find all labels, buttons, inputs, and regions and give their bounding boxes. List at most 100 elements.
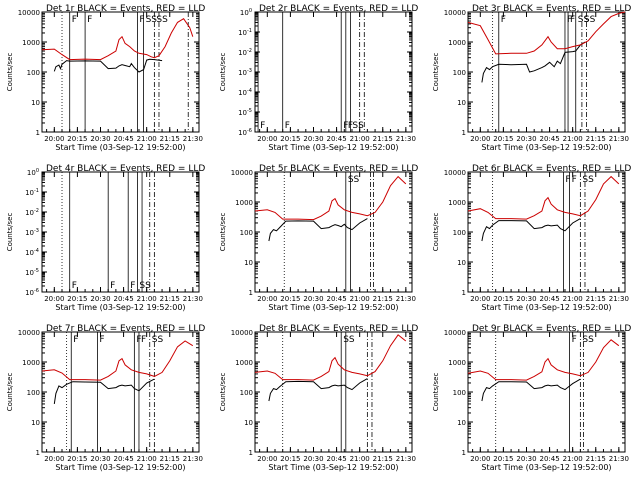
y-tick-label: 10000 [444,9,466,17]
flag-label: F [572,175,577,185]
y-tick-label: 10000 [444,169,466,177]
series-line-events [481,378,581,402]
flag-label: F [260,121,265,131]
x-axis-label: Start Time (03-Sep-12 19:52:00) [268,303,398,312]
x-tick-label: 21:00 [563,455,583,463]
x-axis-label: Start Time (03-Sep-12 19:52:00) [55,463,185,472]
x-tick-label: 20:30 [516,455,536,463]
panel-title: Det 6r BLACK = Events, RED = LLD [472,164,631,174]
x-tick-label: 21:15 [586,295,606,303]
flag-label: F [73,335,78,345]
y-tick-label: 1000 [22,39,40,47]
y-tick-label: 10000 [18,329,40,337]
x-tick-label: 21:30 [396,295,416,303]
x-tick-label: 20:30 [303,455,323,463]
x-tick-label: 20:00 [257,455,277,463]
plot-frame [467,171,626,293]
series-line-lld [254,175,407,221]
x-tick-label: 21:00 [137,135,157,143]
x-tick-label: 21:30 [183,295,203,303]
y-tick-label: 10 [457,259,466,267]
x-axis-label: Start Time (03-Sep-12 19:52:00) [55,303,185,312]
x-tick-label: 20:00 [44,295,64,303]
flag-label: F [572,335,577,345]
series-line-events [268,378,368,402]
y-tick-label: 10-2 [238,48,252,57]
y-axis-label: Counts/sec [219,373,227,412]
y-tick-label: 10 [244,259,253,267]
y-tick-label: 10-4 [25,248,39,257]
flag-label: SS [578,15,590,25]
series-line-lld [467,175,620,220]
series-line-events [481,218,581,242]
panel-title: Det 5r BLACK = Events, RED = LLD [259,164,418,174]
flag-label: F [285,121,290,131]
x-tick-label: 20:45 [539,455,559,463]
x-tick-label: 20:45 [326,135,346,143]
x-tick-label: 20:15 [67,295,87,303]
x-tick-label: 21:30 [396,455,416,463]
y-tick-label: 100 [27,69,40,77]
y-tick-label: 10 [457,419,466,427]
panel-title: Det 3r BLACK = Events, RED = LLD [472,4,631,14]
x-tick-label: 21:15 [586,135,606,143]
x-tick-label: 20:00 [470,135,490,143]
panel-title: Det 1r BLACK = Events, RED = LLD [46,4,205,14]
y-tick-label: 100 [240,8,252,17]
x-tick-label: 21:30 [396,135,416,143]
x-tick-label: 21:15 [373,455,393,463]
x-tick-label: 21:15 [160,135,180,143]
chart-panel-9: Det 9r BLACK = Events, RED = LLD 1 10 100 10… [432,324,631,472]
panel-title: Det 2r BLACK = Events, RED = LLD [259,4,418,14]
flag-label: SS [348,175,360,185]
x-tick-label: 20:15 [280,295,300,303]
x-tick-label: 21:00 [350,455,370,463]
y-tick-label: 1 [36,129,40,137]
x-tick-label: 20:30 [516,135,536,143]
flag-label: SS [584,15,596,25]
y-tick-label: 10-3 [25,228,39,237]
flag-label: SS [352,121,364,131]
series-line-lld [41,18,194,61]
y-axis-label: Counts/sec [432,373,440,412]
y-tick-label: 10000 [231,329,253,337]
plot-frame [41,171,200,293]
flag-label: F [136,335,141,345]
x-tick-label: 20:30 [90,295,110,303]
flag-label: F [99,335,104,345]
x-axis-label: Start Time (03-Sep-12 19:52:00) [481,463,611,472]
flag-label: F [87,15,92,25]
y-tick-label: 1 [462,129,466,137]
x-axis-label: Start Time (03-Sep-12 19:52:00) [268,143,398,152]
plot-frame [41,11,200,133]
y-tick-label: 100 [27,389,40,397]
y-tick-label: 100 [240,229,253,237]
x-axis-label: Start Time (03-Sep-12 19:52:00) [481,143,611,152]
plot-frame [254,11,413,133]
y-tick-label: 1 [462,449,466,457]
series-line-events [481,41,586,83]
x-tick-label: 21:15 [373,135,393,143]
flag-label: SS [139,281,151,291]
x-tick-label: 20:30 [90,135,110,143]
y-tick-label: 1 [36,449,40,457]
series-line-events [53,378,155,404]
y-axis-label: Counts/sec [6,53,14,92]
x-tick-label: 21:30 [609,135,629,143]
y-tick-label: 1 [249,289,253,297]
x-tick-label: 20:00 [44,455,64,463]
plot-frame [467,331,626,453]
x-axis-label: Start Time (03-Sep-12 19:52:00) [55,143,185,152]
panel-title: Det 7r BLACK = Events, RED = LLD [46,324,205,334]
y-axis-label: Counts/sec [432,53,440,92]
x-tick-label: 20:00 [44,135,64,143]
flag-label: SS [152,335,164,345]
chart-panel-5: Det 5r BLACK = Events, RED = LLD 1 10 100 10… [219,164,418,312]
x-tick-label: 21:15 [160,295,180,303]
x-axis-label: Start Time (03-Sep-12 19:52:00) [268,463,398,472]
y-tick-label: 10-5 [238,108,252,117]
x-tick-label: 21:30 [609,455,629,463]
y-tick-label: 100 [453,229,466,237]
flag-label: SS [156,15,168,25]
